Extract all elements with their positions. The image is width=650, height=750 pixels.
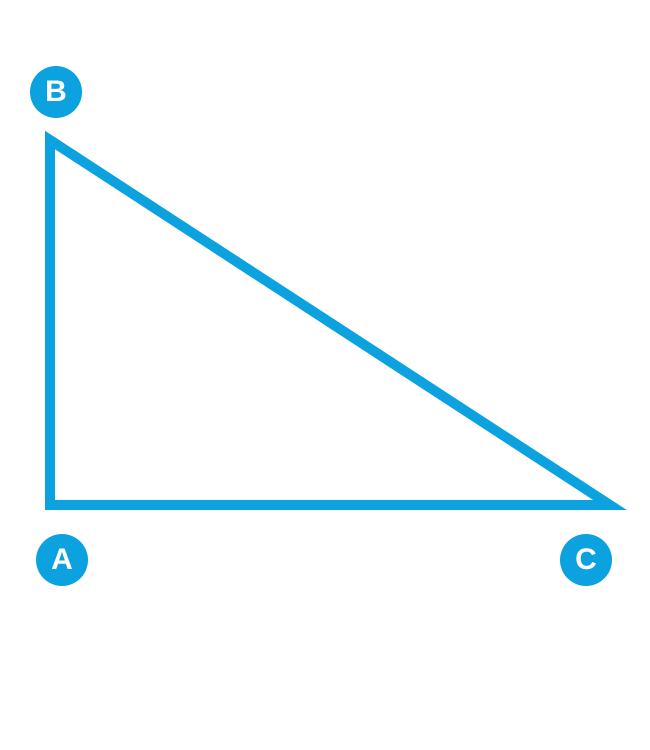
triangle-svg [0, 0, 650, 750]
vertex-label-b: B [30, 66, 82, 118]
vertex-label-c: C [560, 534, 612, 586]
vertex-label-a-text: A [51, 543, 73, 577]
vertex-label-a: A [36, 534, 88, 586]
vertex-label-c-text: C [575, 543, 597, 577]
diagram-stage: A B C [0, 0, 650, 750]
vertex-label-b-text: B [45, 75, 67, 109]
